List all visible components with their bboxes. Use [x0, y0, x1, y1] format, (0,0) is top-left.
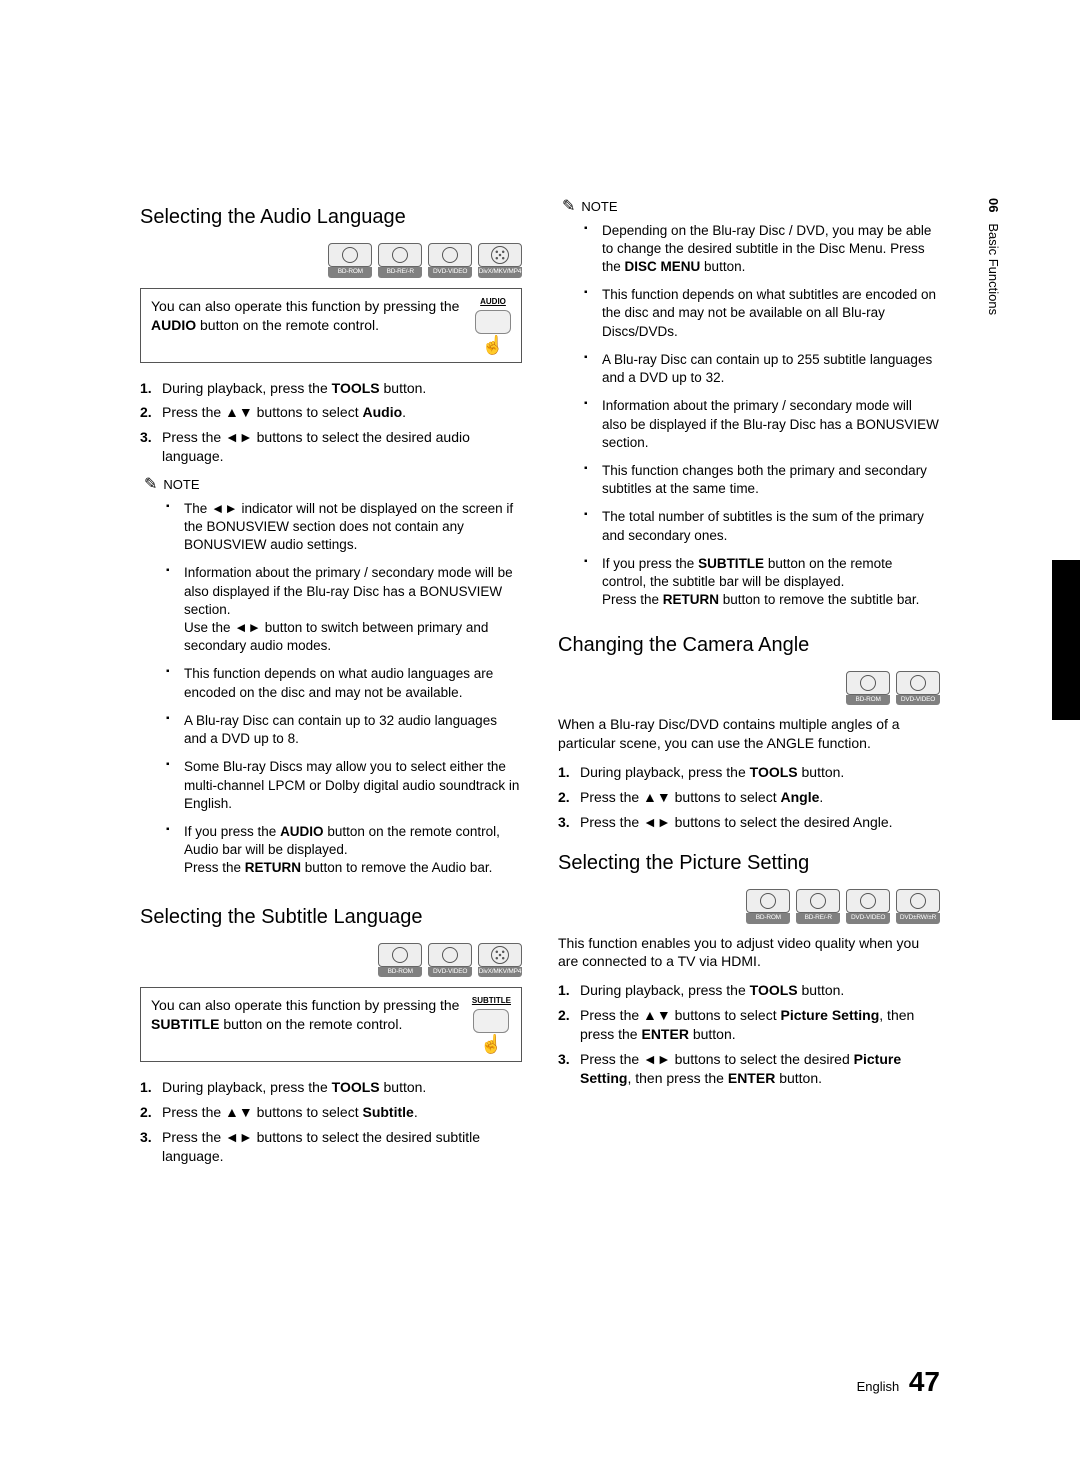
list-item: This function depends on what audio lang…: [184, 665, 522, 701]
audio-callout-text: You can also operate this function by pr…: [151, 297, 465, 335]
side-tab-marker: [1052, 560, 1080, 720]
footer-language: English: [857, 1379, 900, 1394]
list-item: 3.Press the ◄► buttons to select the des…: [558, 813, 940, 832]
list-item: Information about the primary / secondar…: [184, 564, 522, 655]
subtitle-section-title: Selecting the Subtitle Language: [140, 904, 522, 931]
note-header: ✎NOTE: [562, 196, 940, 218]
list-item: If you press the AUDIO button on the rem…: [184, 823, 522, 878]
disc-badge: DVD-VIDEO: [428, 943, 472, 978]
note-header: ✎NOTE: [144, 474, 522, 496]
list-item: 2.Press the ▲▼ buttons to select Subtitl…: [140, 1103, 522, 1122]
list-item: A Blu-ray Disc can contain up to 32 audi…: [184, 712, 522, 748]
disc-badge: DivX/MKV/MP4: [478, 943, 522, 978]
disc-badge: DVD±RW/±R: [896, 889, 940, 924]
list-item: 1.During playback, press the TOOLS butto…: [140, 379, 522, 398]
list-item: 1.During playback, press the TOOLS butto…: [140, 1078, 522, 1097]
angle-steps: 1.During playback, press the TOOLS butto…: [558, 763, 940, 832]
disc-badge: BD-RE/-R: [378, 243, 422, 278]
picture-section-title: Selecting the Picture Setting: [558, 850, 940, 877]
subtitle-badges: BD-ROM DVD-VIDEO DivX/MKV/MP4: [140, 943, 522, 978]
list-item: 3.Press the ◄► buttons to select the des…: [558, 1050, 940, 1088]
audio-steps: 1.During playback, press the TOOLS butto…: [140, 379, 522, 467]
audio-badges: BD-ROM BD-RE/-R DVD-VIDEO DivX/MKV/MP4: [140, 243, 522, 278]
list-item: This function changes both the primary a…: [602, 462, 940, 498]
list-item: 1.During playback, press the TOOLS butto…: [558, 763, 940, 782]
picture-steps: 1.During playback, press the TOOLS butto…: [558, 981, 940, 1087]
disc-badge: BD-ROM: [328, 243, 372, 278]
list-item: The total number of subtitles is the sum…: [602, 508, 940, 544]
audio-notes: The ◄► indicator will not be displayed o…: [140, 500, 522, 878]
hand-icon: ☝: [475, 336, 511, 354]
subtitle-remote-button: SUBTITLE ☝: [472, 996, 511, 1053]
picture-badges: BD-ROM BD-RE/-R DVD-VIDEO DVD±RW/±R: [558, 889, 940, 924]
disc-badge: BD-ROM: [746, 889, 790, 924]
disc-badge: BD-ROM: [378, 943, 422, 978]
list-item: Depending on the Blu-ray Disc / DVD, you…: [602, 222, 940, 277]
right-column: ✎NOTE Depending on the Blu-ray Disc / DV…: [558, 190, 940, 1174]
page-number: 47: [909, 1366, 940, 1397]
list-item: Information about the primary / secondar…: [602, 397, 940, 452]
list-item: The ◄► indicator will not be displayed o…: [184, 500, 522, 555]
side-chapter-label: 06 Basic Functions: [984, 198, 1002, 315]
list-item: 3.Press the ◄► buttons to select the des…: [140, 1128, 522, 1166]
list-item: This function depends on what subtitles …: [602, 286, 940, 341]
audio-callout: You can also operate this function by pr…: [140, 288, 522, 363]
note-icon: ✎: [144, 474, 157, 496]
angle-intro: When a Blu-ray Disc/DVD contains multipl…: [558, 715, 940, 753]
disc-badge: DVD-VIDEO: [428, 243, 472, 278]
list-item: Some Blu-ray Discs may allow you to sele…: [184, 758, 522, 813]
list-item: 2.Press the ▲▼ buttons to select Picture…: [558, 1006, 940, 1044]
chapter-number: 06: [986, 198, 1001, 212]
list-item: 2.Press the ▲▼ buttons to select Angle.: [558, 788, 940, 807]
note-icon: ✎: [562, 196, 575, 218]
disc-badge: DivX/MKV/MP4: [478, 243, 522, 278]
subtitle-callout-text: You can also operate this function by pr…: [151, 996, 462, 1034]
angle-section-title: Changing the Camera Angle: [558, 632, 940, 659]
list-item: 2.Press the ▲▼ buttons to select Audio.: [140, 403, 522, 422]
disc-badge: DVD-VIDEO: [896, 671, 940, 706]
page-footer: English 47: [857, 1363, 940, 1401]
picture-intro: This function enables you to adjust vide…: [558, 934, 940, 972]
disc-badge: BD-ROM: [846, 671, 890, 706]
list-item: 3.Press the ◄► buttons to select the des…: [140, 428, 522, 466]
disc-badge: BD-RE/-R: [796, 889, 840, 924]
list-item: 1.During playback, press the TOOLS butto…: [558, 981, 940, 1000]
list-item: A Blu-ray Disc can contain up to 255 sub…: [602, 351, 940, 387]
list-item: If you press the SUBTITLE button on the …: [602, 555, 940, 610]
subtitle-steps: 1.During playback, press the TOOLS butto…: [140, 1078, 522, 1166]
angle-badges: BD-ROM DVD-VIDEO: [558, 671, 940, 706]
disc-badge: DVD-VIDEO: [846, 889, 890, 924]
audio-section-title: Selecting the Audio Language: [140, 204, 522, 231]
left-column: Selecting the Audio Language BD-ROM BD-R…: [140, 190, 522, 1174]
chapter-title: Basic Functions: [986, 223, 1001, 315]
two-column-layout: Selecting the Audio Language BD-ROM BD-R…: [140, 190, 940, 1174]
subtitle-callout: You can also operate this function by pr…: [140, 987, 522, 1062]
hand-icon: ☝: [472, 1035, 511, 1053]
audio-remote-button: AUDIO ☝: [475, 297, 511, 354]
right-notes: Depending on the Blu-ray Disc / DVD, you…: [558, 222, 940, 610]
